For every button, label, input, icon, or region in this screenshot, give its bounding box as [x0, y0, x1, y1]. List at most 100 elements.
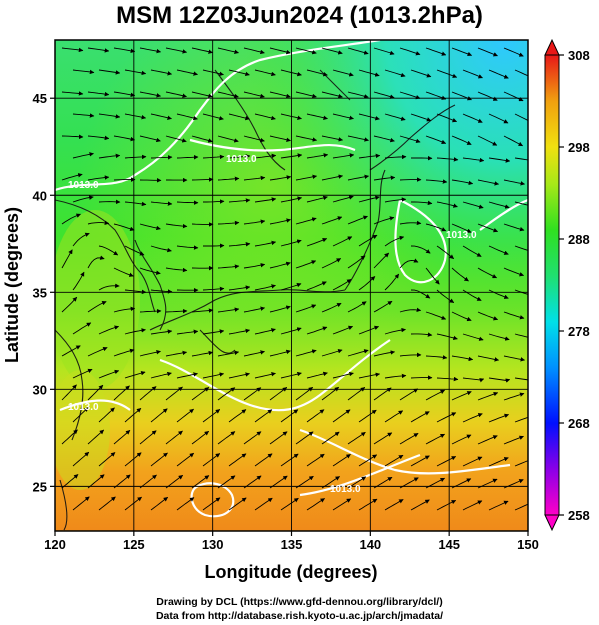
streamline: [61, 474, 79, 489]
isobar-label: 1013.0: [226, 154, 257, 165]
streamline: [165, 91, 187, 98]
x-tick-label: 120: [44, 537, 66, 552]
streamline: [254, 328, 276, 335]
streamline: [477, 47, 498, 57]
streamline: [61, 91, 84, 96]
streamline: [295, 135, 318, 142]
streamline: [124, 407, 142, 423]
streamline: [477, 91, 498, 101]
streamline: [514, 416, 528, 423]
streamline: [358, 372, 381, 379]
streamline: [410, 245, 431, 254]
streamline: [347, 135, 369, 142]
streamline: [150, 329, 173, 335]
x-axis: 120 125 130 135 140 145 150: [44, 531, 539, 552]
streamline: [217, 431, 236, 445]
streamline: [477, 223, 499, 233]
streamline: [358, 325, 380, 335]
streamline: [436, 499, 457, 511]
streamline: [321, 135, 344, 142]
x-tick-label: 125: [123, 537, 145, 552]
streamline: [373, 91, 395, 99]
streamline: [384, 69, 406, 78]
streamline: [358, 234, 378, 247]
streamline: [202, 113, 224, 121]
streamline: [295, 431, 314, 445]
streamline: [87, 346, 108, 357]
y-tick-label: 45: [33, 91, 47, 106]
streamline: [124, 113, 147, 120]
streamline: [254, 197, 277, 203]
streamline: [191, 135, 213, 143]
y-tick-label: 30: [33, 382, 47, 397]
streamline: [358, 113, 380, 121]
streamline: [451, 179, 474, 186]
streamline: [332, 454, 351, 467]
streamline: [243, 306, 266, 313]
streamline: [462, 333, 484, 341]
streamline: [269, 218, 291, 225]
streamline: [462, 69, 483, 79]
streamline: [384, 454, 404, 467]
streamline: [150, 371, 172, 379]
y-tick-label: 25: [33, 479, 47, 494]
streamline: [228, 242, 251, 247]
streamline: [514, 245, 528, 251]
streamline: [61, 173, 83, 181]
streamline: [124, 245, 145, 256]
streamline: [61, 384, 77, 401]
streamline: [61, 429, 78, 445]
streamline: [332, 371, 354, 379]
streamline: [113, 267, 134, 277]
streamline: [176, 452, 195, 467]
gridlines: [55, 40, 528, 531]
streamline: [280, 453, 299, 467]
streamlines: [61, 47, 528, 511]
streamline: [514, 377, 528, 381]
streamline: [373, 252, 390, 269]
streamline: [202, 154, 225, 160]
streamline: [269, 431, 288, 445]
isobar-label: 1013.0: [68, 402, 99, 413]
streamline: [514, 333, 528, 338]
streamline: [191, 91, 213, 99]
streamline: [176, 372, 198, 379]
streamline: [150, 245, 172, 253]
streamline: [165, 430, 183, 445]
streamline: [425, 267, 440, 285]
streamline: [384, 235, 405, 247]
streamline: [87, 135, 110, 141]
streamline: [332, 69, 354, 77]
streamline: [269, 305, 291, 313]
streamline: [113, 135, 136, 142]
streamline: [202, 69, 224, 76]
streamline: [176, 245, 199, 250]
streamline: [295, 217, 317, 225]
streamline: [269, 349, 291, 357]
streamline: [410, 411, 430, 423]
streamline: [373, 216, 395, 225]
streamline: [306, 326, 328, 335]
streamline: [384, 410, 404, 423]
streamline: [514, 460, 528, 467]
streamline: [98, 369, 120, 379]
streamline: [488, 289, 509, 299]
streamline: [217, 350, 240, 357]
streamline: [347, 301, 367, 313]
streamline: [176, 69, 198, 76]
streamline: [451, 223, 472, 233]
streamline: [203, 243, 225, 248]
streamline: [243, 263, 266, 269]
streamline: [72, 407, 89, 423]
streamline: [217, 475, 236, 489]
streamline: [425, 311, 447, 320]
streamline: [165, 47, 188, 54]
streamline: [436, 201, 458, 208]
streamline: [321, 302, 342, 313]
credit-data: Data from http://database.rish.kyoto-u.a…: [155, 610, 444, 622]
streamline: [514, 201, 528, 206]
streamline: [321, 91, 343, 99]
streamline: [98, 325, 120, 335]
streamline: [373, 175, 396, 181]
streamline: [165, 474, 184, 489]
